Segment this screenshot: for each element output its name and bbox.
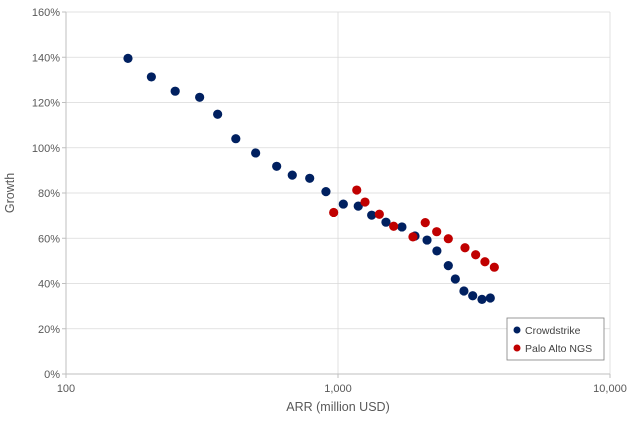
x-tick-label: 1,000 [324, 383, 352, 395]
point-palo-alto-ngs [432, 227, 442, 237]
point-palo-alto-ngs [489, 262, 499, 272]
y-tick-label: 140% [32, 52, 60, 64]
y-axis-label: Growth [3, 173, 17, 213]
point-crowdstrike [170, 86, 180, 96]
point-crowdstrike [251, 148, 261, 158]
point-palo-alto-ngs [374, 209, 384, 219]
data-points [123, 53, 499, 304]
legend-label-palo-alto: Palo Alto NGS [525, 343, 592, 355]
x-axis-label: ARR (million USD) [286, 400, 389, 414]
point-crowdstrike [213, 109, 223, 119]
point-crowdstrike [287, 170, 297, 180]
legend-box [506, 317, 605, 361]
point-crowdstrike [397, 222, 407, 232]
legend-marker-palo-alto [513, 344, 521, 352]
point-palo-alto-ngs [480, 257, 490, 267]
gridlines [66, 11, 611, 374]
point-palo-alto-ngs [360, 197, 370, 207]
y-tick-label: 160% [32, 7, 60, 19]
point-crowdstrike [123, 53, 133, 63]
point-crowdstrike [432, 246, 442, 256]
point-palo-alto-ngs [408, 232, 418, 242]
y-tick-label: 100% [32, 143, 60, 155]
point-crowdstrike [321, 187, 331, 197]
point-palo-alto-ngs [329, 207, 339, 218]
point-crowdstrike [450, 274, 460, 284]
point-crowdstrike [338, 199, 348, 209]
point-crowdstrike [353, 201, 363, 211]
y-tick-label: 80% [38, 188, 60, 200]
point-crowdstrike [195, 92, 205, 102]
legend-marker-crowdstrike [513, 326, 521, 334]
y-tick-label: 40% [38, 279, 60, 291]
point-palo-alto-ngs [352, 185, 362, 195]
legend-label-crowdstrike: Crowdstrike [525, 325, 581, 337]
y-tick-label: 0% [44, 369, 60, 381]
point-crowdstrike [485, 293, 495, 303]
point-crowdstrike [367, 210, 377, 220]
point-palo-alto-ngs [460, 243, 470, 253]
point-palo-alto-ngs [471, 250, 481, 260]
y-tick-label: 20% [38, 324, 60, 336]
point-crowdstrike [477, 294, 487, 304]
point-crowdstrike [272, 161, 282, 171]
point-palo-alto-ngs [443, 234, 453, 244]
point-crowdstrike [381, 217, 391, 227]
x-tick-label: 10,000 [593, 383, 627, 395]
point-crowdstrike [443, 261, 453, 271]
point-crowdstrike [146, 72, 156, 82]
y-tick-label: 120% [32, 98, 60, 110]
y-tick-label: 60% [38, 233, 60, 245]
point-crowdstrike [468, 291, 478, 301]
legend: Crowdstrike Palo Alto NGS [506, 317, 605, 361]
point-palo-alto-ngs [420, 218, 430, 228]
x-tick-label: 100 [57, 383, 75, 395]
axes: 0% 20% 40% 60% 80% 100% 120% 140% 160% 100 1,000 10… [32, 7, 627, 395]
point-crowdstrike [459, 286, 469, 296]
point-crowdstrike [422, 235, 432, 245]
point-crowdstrike [231, 134, 241, 144]
point-palo-alto-ngs [389, 221, 399, 231]
point-crowdstrike [305, 173, 315, 183]
